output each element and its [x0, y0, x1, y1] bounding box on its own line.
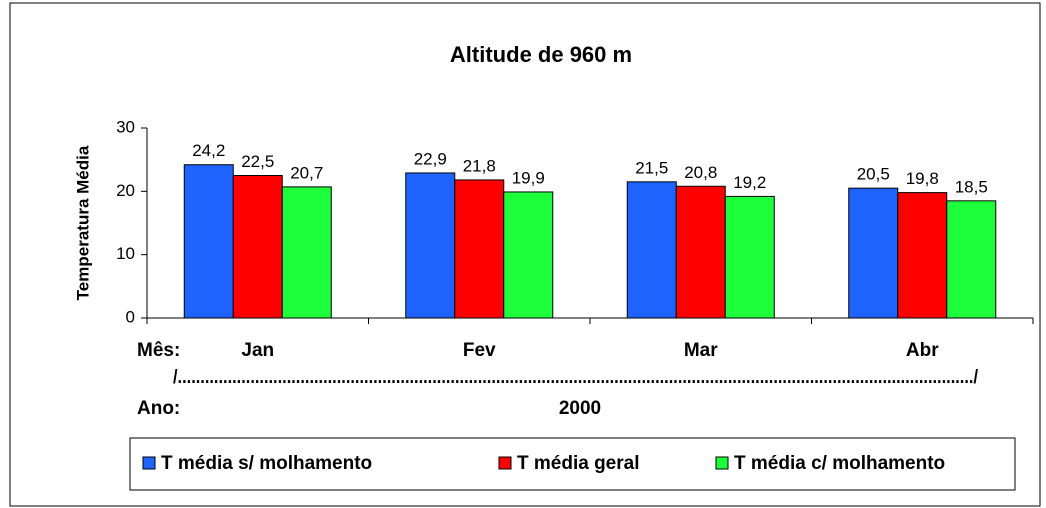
- bar: [626, 181, 677, 319]
- legend-swatch: [498, 456, 512, 470]
- value-label: 22,5: [241, 152, 274, 171]
- bar: [405, 172, 456, 319]
- legend-swatch: [142, 456, 156, 470]
- bar: [232, 175, 283, 319]
- x-tick-label: Jan: [241, 340, 274, 361]
- bar: [946, 200, 997, 319]
- value-label: 20,8: [684, 163, 717, 182]
- value-label: 19,9: [512, 168, 545, 187]
- bar: [724, 195, 775, 319]
- bar: [675, 185, 726, 319]
- value-label: 19,8: [906, 169, 939, 188]
- value-label: 22,9: [414, 149, 447, 168]
- value-label: 19,2: [733, 173, 766, 192]
- value-label: 20,5: [857, 165, 890, 184]
- bar: [454, 179, 505, 319]
- y-axis-label: Temperatura Média: [73, 145, 92, 300]
- year-label: 2000: [559, 398, 601, 419]
- legend-swatch: [715, 456, 729, 470]
- x-tick-label: Mar: [684, 340, 718, 361]
- value-label: 21,8: [463, 156, 496, 175]
- bar: [183, 164, 234, 319]
- year-prefix: Ano:: [137, 398, 180, 419]
- bar: [897, 192, 948, 319]
- x-tick-label: Abr: [906, 340, 939, 361]
- y-tick-label: 30: [116, 117, 135, 136]
- x-tick-label: Fev: [463, 340, 496, 361]
- legend-box: [129, 437, 1016, 491]
- bar: [848, 187, 899, 319]
- value-label: 21,5: [635, 158, 668, 177]
- chart-title: Altitude de 960 m: [450, 42, 632, 67]
- bar: [503, 191, 554, 319]
- range-line: /.......................................…: [173, 367, 979, 388]
- value-label: 18,5: [955, 177, 988, 196]
- y-tick-label: 10: [116, 244, 135, 263]
- legend-label: T média geral: [517, 453, 640, 474]
- y-tick-label: 0: [126, 307, 135, 326]
- legend-label: T média s/ molhamento: [161, 453, 372, 474]
- legend-label: T média c/ molhamento: [734, 453, 945, 474]
- y-tick-label: 20: [116, 181, 135, 200]
- value-label: 20,7: [290, 163, 323, 182]
- month-prefix: Mês:: [137, 340, 180, 361]
- value-label: 24,2: [192, 141, 225, 160]
- bar: [281, 186, 332, 319]
